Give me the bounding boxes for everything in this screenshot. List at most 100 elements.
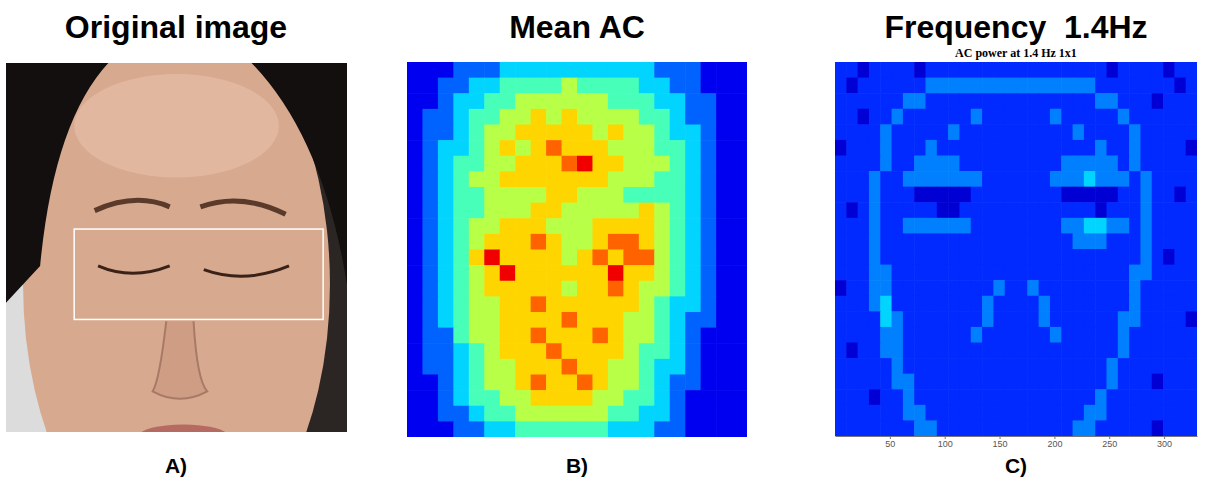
heatmap-cell (1073, 62, 1085, 78)
heatmap-cell (484, 406, 500, 422)
heatmap-cell (959, 343, 971, 359)
heatmap-cell (484, 187, 500, 203)
heatmap-cell (892, 233, 904, 249)
heatmap-cell (948, 93, 960, 109)
heatmap-cell (1061, 405, 1073, 421)
heatmap-cell (1050, 265, 1062, 281)
heatmap-cell (608, 140, 624, 156)
heatmap-cell (926, 358, 938, 374)
heatmap-cell (469, 125, 485, 141)
heatmap-cell (1095, 249, 1107, 265)
heatmap-cell (577, 359, 593, 375)
heatmap-cell (1186, 280, 1197, 296)
heatmap-cell (562, 250, 578, 266)
heatmap-cell (1152, 93, 1164, 109)
heatmap-cell (562, 234, 578, 250)
heatmap-cell (1107, 171, 1119, 187)
heatmap-cell (982, 78, 994, 94)
heatmap-cell (546, 250, 562, 266)
heatmap-cell (892, 249, 904, 265)
heatmap-cell (937, 218, 949, 234)
heatmap-cell (515, 421, 531, 437)
heatmap-cell (1095, 280, 1107, 296)
heatmap-cell (422, 312, 438, 328)
heatmap-cell (880, 327, 892, 343)
heatmap-cell (993, 249, 1005, 265)
heatmap-cell (858, 78, 870, 94)
heatmap-cell (562, 156, 578, 172)
heatmap-cell (858, 420, 870, 436)
heatmap-cell (1163, 358, 1175, 374)
heatmap-cell (914, 311, 926, 327)
heatmap-cell (608, 375, 624, 391)
heatmap-cell (937, 93, 949, 109)
heatmap-cell (1016, 171, 1028, 187)
heatmap-cell (1129, 233, 1141, 249)
heatmap-cell (453, 281, 469, 297)
heatmap-cell (1186, 296, 1197, 312)
heatmap-cell (846, 93, 858, 109)
heatmap-cell (422, 140, 438, 156)
heatmap-cell (639, 171, 655, 187)
heatmap-cell (500, 296, 516, 312)
heatmap-cell (562, 109, 578, 125)
heatmap-cell (1140, 405, 1152, 421)
heatmap-cell (1186, 124, 1197, 140)
heatmap-cell (422, 62, 438, 78)
heatmap-cell (903, 62, 915, 78)
heatmap-cell (1016, 109, 1028, 125)
heatmap-cell (1129, 187, 1141, 203)
heatmap-cell (982, 233, 994, 249)
heatmap-cell (407, 312, 423, 328)
heatmap-cell (500, 62, 516, 78)
heatmap-cell (484, 171, 500, 187)
heatmap-cell (846, 280, 858, 296)
heatmap-cell (592, 343, 608, 359)
heatmap-cell (469, 140, 485, 156)
heatmap-cell (1186, 343, 1197, 359)
heatmap-cell (701, 109, 717, 125)
heatmap-cell (1084, 343, 1096, 359)
heatmap-cell (1140, 140, 1152, 156)
heatmap-cell (515, 390, 531, 406)
eyebrow (95, 200, 170, 210)
heatmap-cell (869, 296, 881, 312)
heatmap-cell (716, 62, 732, 78)
heatmap-cell (858, 405, 870, 421)
heatmap-cell (1107, 124, 1119, 140)
x-tick: 200 (1047, 436, 1062, 449)
heatmap-cell (1163, 78, 1175, 94)
x-tick-label: 100 (938, 439, 953, 449)
heatmap-cell (971, 420, 983, 436)
heatmap-cell (1005, 389, 1017, 405)
heatmap-cell (1084, 202, 1096, 218)
heatmap-cell (835, 124, 847, 140)
x-axis-line (836, 436, 1198, 437)
heatmap-cell (948, 358, 960, 374)
heatmap-cell (623, 171, 639, 187)
heatmap-cell (639, 62, 655, 78)
heatmap-cell (1129, 218, 1141, 234)
heatmap-cell (1118, 296, 1130, 312)
heatmap-cell (926, 62, 938, 78)
heatmap-cell (1129, 296, 1141, 312)
heatmap-cell (1027, 78, 1039, 94)
heatmap-cell (948, 296, 960, 312)
heatmap-cell (562, 62, 578, 78)
heatmap-cell (1005, 280, 1017, 296)
heatmap-cell (484, 203, 500, 219)
heatmap-cell (577, 125, 593, 141)
heatmap-cell (701, 296, 717, 312)
heatmap-cell (623, 203, 639, 219)
heatmap-cell (515, 359, 531, 375)
heatmap-cell (948, 233, 960, 249)
heatmap-cell (993, 62, 1005, 78)
heatmap-cell (1186, 62, 1197, 78)
heatmap-cell (453, 156, 469, 172)
heatmap-cell (701, 187, 717, 203)
heatmap-cell (546, 156, 562, 172)
heatmap-cell (959, 187, 971, 203)
heatmap-cell (1140, 249, 1152, 265)
heatmap-cell (1107, 265, 1119, 281)
heatmap-cell (1061, 202, 1073, 218)
